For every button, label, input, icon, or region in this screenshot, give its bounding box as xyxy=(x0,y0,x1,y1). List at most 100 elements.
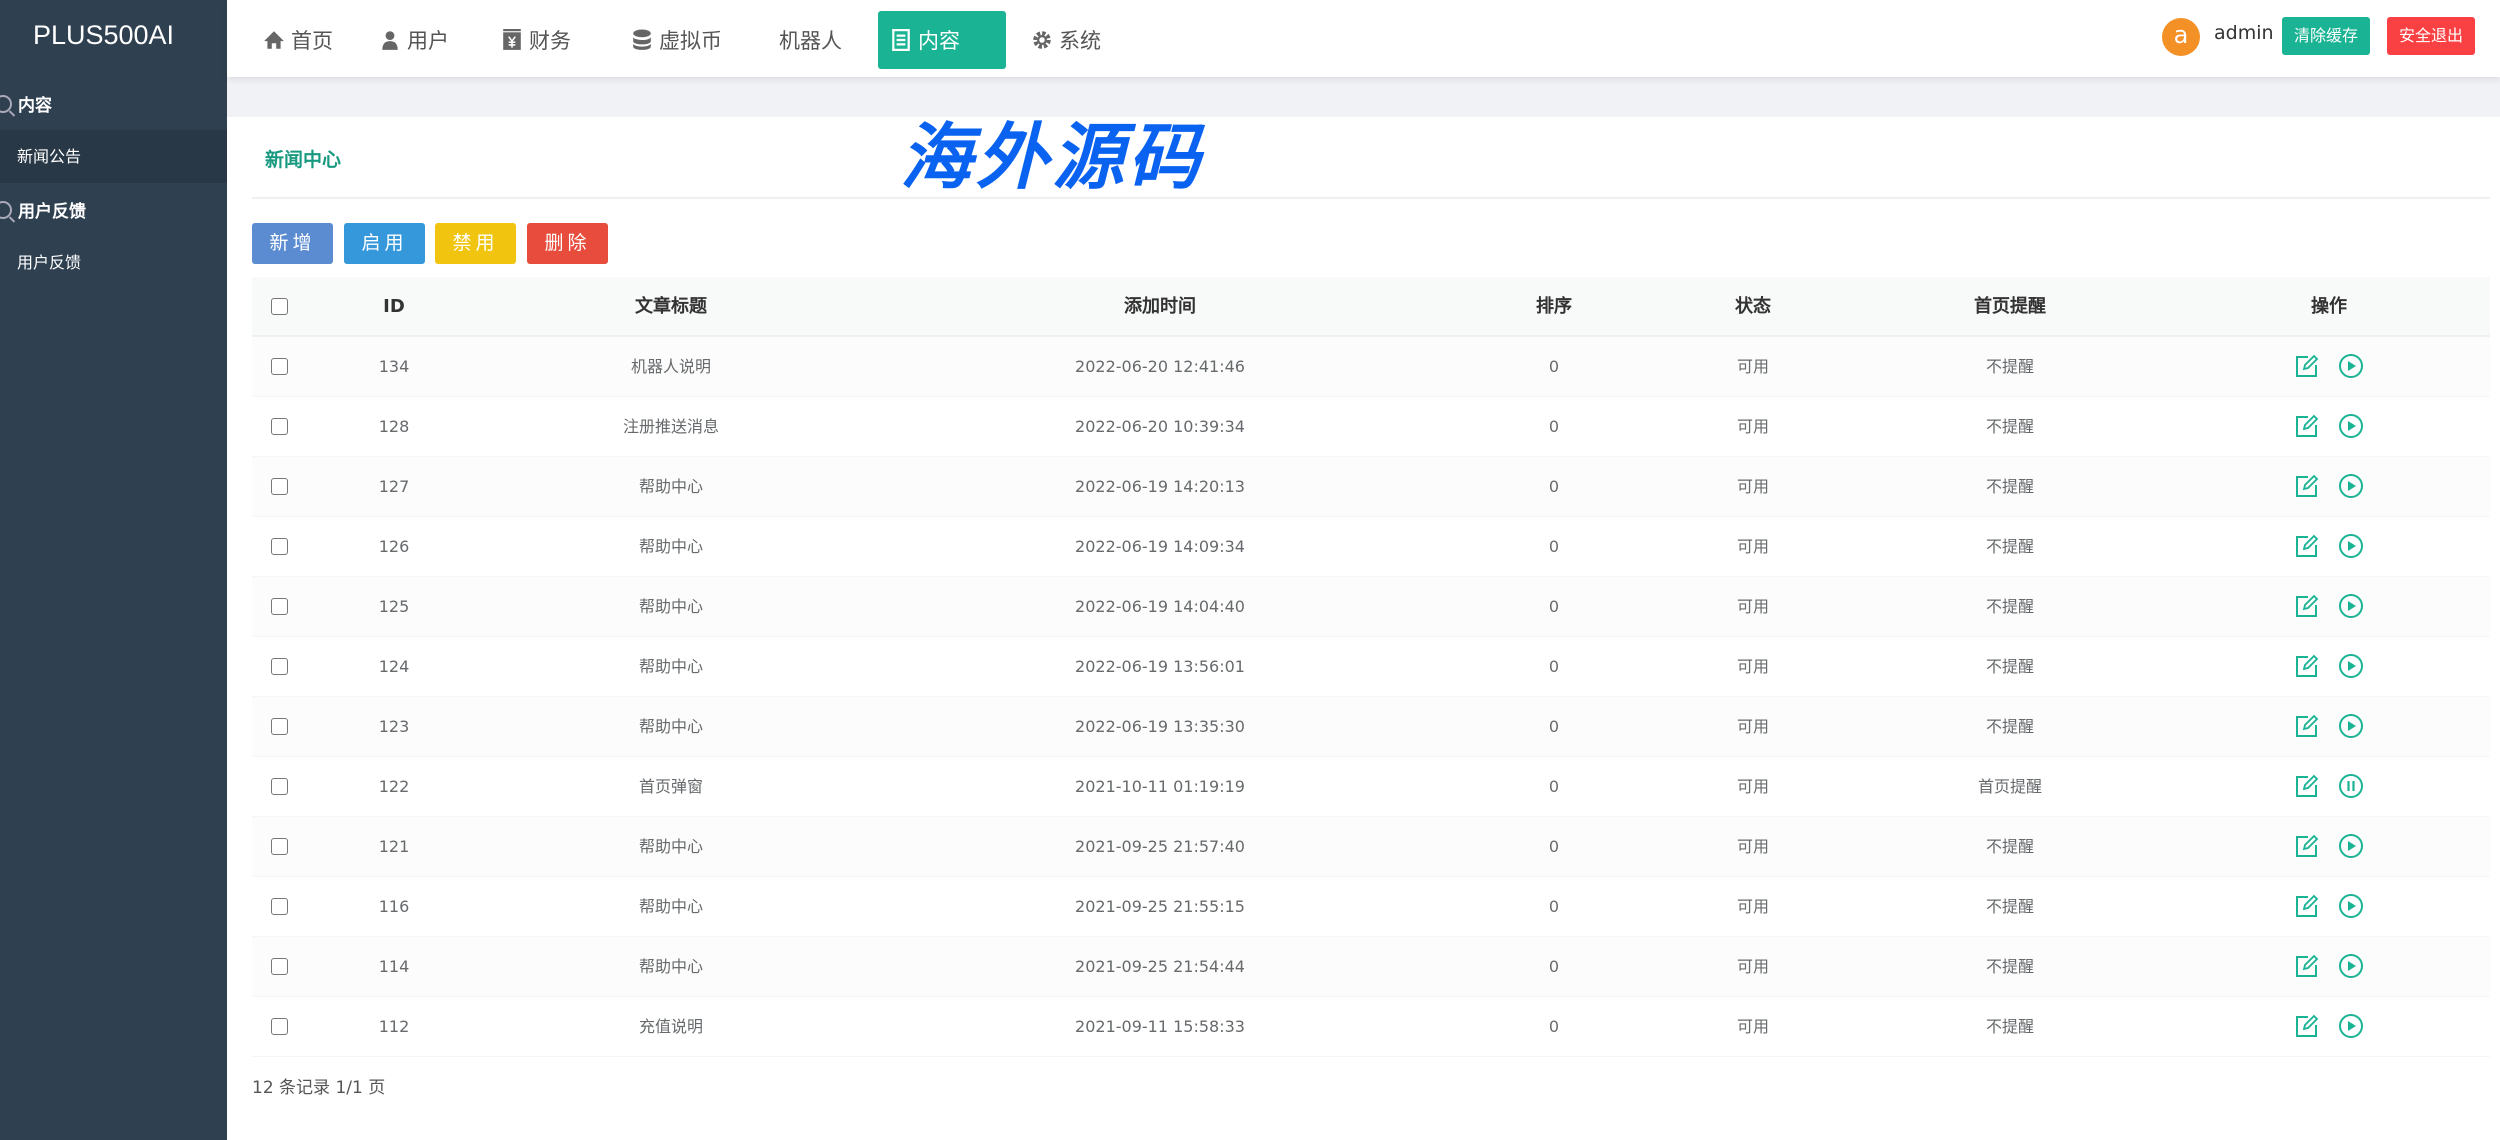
column-header-status[interactable]: 状态 xyxy=(1735,296,1771,317)
play-icon[interactable] xyxy=(2338,593,2364,619)
edit-icon[interactable] xyxy=(2294,833,2320,859)
pause-icon[interactable] xyxy=(2338,773,2364,799)
disable-button[interactable]: 禁用 xyxy=(435,223,516,264)
row-checkbox[interactable] xyxy=(271,658,288,675)
search-icon xyxy=(0,200,12,219)
row-checkbox[interactable] xyxy=(271,898,288,915)
cell-sort: 0 xyxy=(1548,957,1560,976)
sidebar-group-label: 内容 xyxy=(18,96,52,116)
edit-icon[interactable] xyxy=(2294,593,2320,619)
column-header-sort[interactable]: 排序 xyxy=(1536,296,1572,317)
row-checkbox[interactable] xyxy=(271,778,288,795)
enable-button[interactable]: 启用 xyxy=(344,223,425,264)
column-header-title[interactable]: 文章标题 xyxy=(635,296,707,317)
play-icon[interactable] xyxy=(2338,833,2364,859)
edit-icon[interactable] xyxy=(2294,353,2320,379)
edit-icon[interactable] xyxy=(2294,473,2320,499)
nav-label: 财务 xyxy=(529,29,571,53)
cell-id: 116 xyxy=(378,897,410,916)
sidebar-group-content[interactable]: 内容 xyxy=(0,77,227,130)
row-checkbox[interactable] xyxy=(271,478,288,495)
nav-robot[interactable]: 机器人 xyxy=(767,11,854,69)
sidebar-group-feedback[interactable]: 用户反馈 xyxy=(0,183,227,236)
cell-title: 帮助中心 xyxy=(638,897,704,916)
sidebar-group-label: 用户反馈 xyxy=(18,202,86,222)
nav-home[interactable]: 首页 xyxy=(251,11,345,69)
home-icon xyxy=(264,31,284,49)
avatar[interactable]: a xyxy=(2162,18,2200,56)
edit-icon[interactable] xyxy=(2294,893,2320,919)
row-checkbox[interactable] xyxy=(271,718,288,735)
cell-time: 2021-09-25 21:54:44 xyxy=(1075,957,1245,976)
row-checkbox[interactable] xyxy=(271,538,288,555)
table-row: 125 帮助中心 2022-06-19 14:04:40 0 可用 不提醒 xyxy=(252,577,2490,637)
nav-system[interactable]: 系统 xyxy=(1019,11,1113,69)
column-header-id[interactable]: ID xyxy=(383,296,405,317)
play-icon[interactable] xyxy=(2338,413,2364,439)
edit-icon[interactable] xyxy=(2294,773,2320,799)
sidebar-item-news[interactable]: 新闻公告 xyxy=(0,130,227,183)
cell-title: 帮助中心 xyxy=(638,957,704,976)
row-checkbox[interactable] xyxy=(271,358,288,375)
add-button[interactable]: 新增 xyxy=(252,223,333,264)
play-icon[interactable] xyxy=(2338,353,2364,379)
sidebar-item-feedback[interactable]: 用户反馈 xyxy=(17,253,82,272)
search-icon xyxy=(0,94,12,113)
row-checkbox[interactable] xyxy=(271,838,288,855)
cell-status: 可用 xyxy=(1736,1017,1770,1036)
play-icon[interactable] xyxy=(2338,953,2364,979)
nav-user[interactable]: 用户 xyxy=(367,11,461,69)
play-icon[interactable] xyxy=(2338,473,2364,499)
cell-id: 125 xyxy=(378,597,410,616)
cell-time: 2022-06-19 14:20:13 xyxy=(1075,477,1245,496)
edit-icon[interactable] xyxy=(2294,953,2320,979)
cell-reminder: 不提醒 xyxy=(1985,657,2035,676)
play-icon[interactable] xyxy=(2338,893,2364,919)
row-actions xyxy=(2294,893,2364,919)
play-icon[interactable] xyxy=(2338,1013,2364,1039)
table-row: 134 机器人说明 2022-06-20 12:41:46 0 可用 不提醒 xyxy=(252,337,2490,397)
delete-button[interactable]: 删除 xyxy=(527,223,608,264)
table-row: 122 首页弹窗 2021-10-11 01:19:19 0 可用 首页提醒 xyxy=(252,757,2490,817)
cell-reminder: 首页提醒 xyxy=(1977,777,2043,796)
yen-icon xyxy=(503,29,521,50)
cell-sort: 0 xyxy=(1548,417,1560,436)
pagination-summary: 12 条记录 1/1 页 xyxy=(252,1078,386,1098)
cell-status: 可用 xyxy=(1736,477,1770,496)
content-header-band xyxy=(227,77,2500,117)
cell-sort: 0 xyxy=(1548,717,1560,736)
edit-icon[interactable] xyxy=(2294,1013,2320,1039)
cell-status: 可用 xyxy=(1736,837,1770,856)
edit-icon[interactable] xyxy=(2294,653,2320,679)
nav-crypto[interactable]: 虚拟币 xyxy=(619,11,734,69)
play-icon[interactable] xyxy=(2338,713,2364,739)
select-all-checkbox[interactable] xyxy=(271,298,288,315)
clear-cache-button[interactable]: 清除缓存 xyxy=(2282,17,2370,55)
cell-sort: 0 xyxy=(1548,1017,1560,1036)
edit-icon[interactable] xyxy=(2294,533,2320,559)
cell-time: 2021-09-11 15:58:33 xyxy=(1075,1017,1245,1036)
username[interactable]: admin xyxy=(2214,22,2274,44)
nav-finance[interactable]: 财务 xyxy=(489,11,583,69)
nav-label: 虚拟币 xyxy=(659,29,722,53)
cell-id: 128 xyxy=(378,417,410,436)
cell-status: 可用 xyxy=(1736,537,1770,556)
row-checkbox[interactable] xyxy=(271,1018,288,1035)
cell-sort: 0 xyxy=(1548,837,1560,856)
row-checkbox[interactable] xyxy=(271,418,288,435)
cell-status: 可用 xyxy=(1736,417,1770,436)
row-checkbox[interactable] xyxy=(271,958,288,975)
play-icon[interactable] xyxy=(2338,653,2364,679)
cell-id: 123 xyxy=(378,717,410,736)
cell-title: 帮助中心 xyxy=(638,717,704,736)
column-header-reminder[interactable]: 首页提醒 xyxy=(1974,296,2046,317)
edit-icon[interactable] xyxy=(2294,413,2320,439)
column-header-time[interactable]: 添加时间 xyxy=(1124,296,1196,317)
cell-sort: 0 xyxy=(1548,657,1560,676)
logout-button[interactable]: 安全退出 xyxy=(2387,17,2475,55)
row-checkbox[interactable] xyxy=(271,598,288,615)
edit-icon[interactable] xyxy=(2294,713,2320,739)
cell-sort: 0 xyxy=(1548,897,1560,916)
nav-content[interactable]: 内容 xyxy=(878,11,1006,69)
play-icon[interactable] xyxy=(2338,533,2364,559)
